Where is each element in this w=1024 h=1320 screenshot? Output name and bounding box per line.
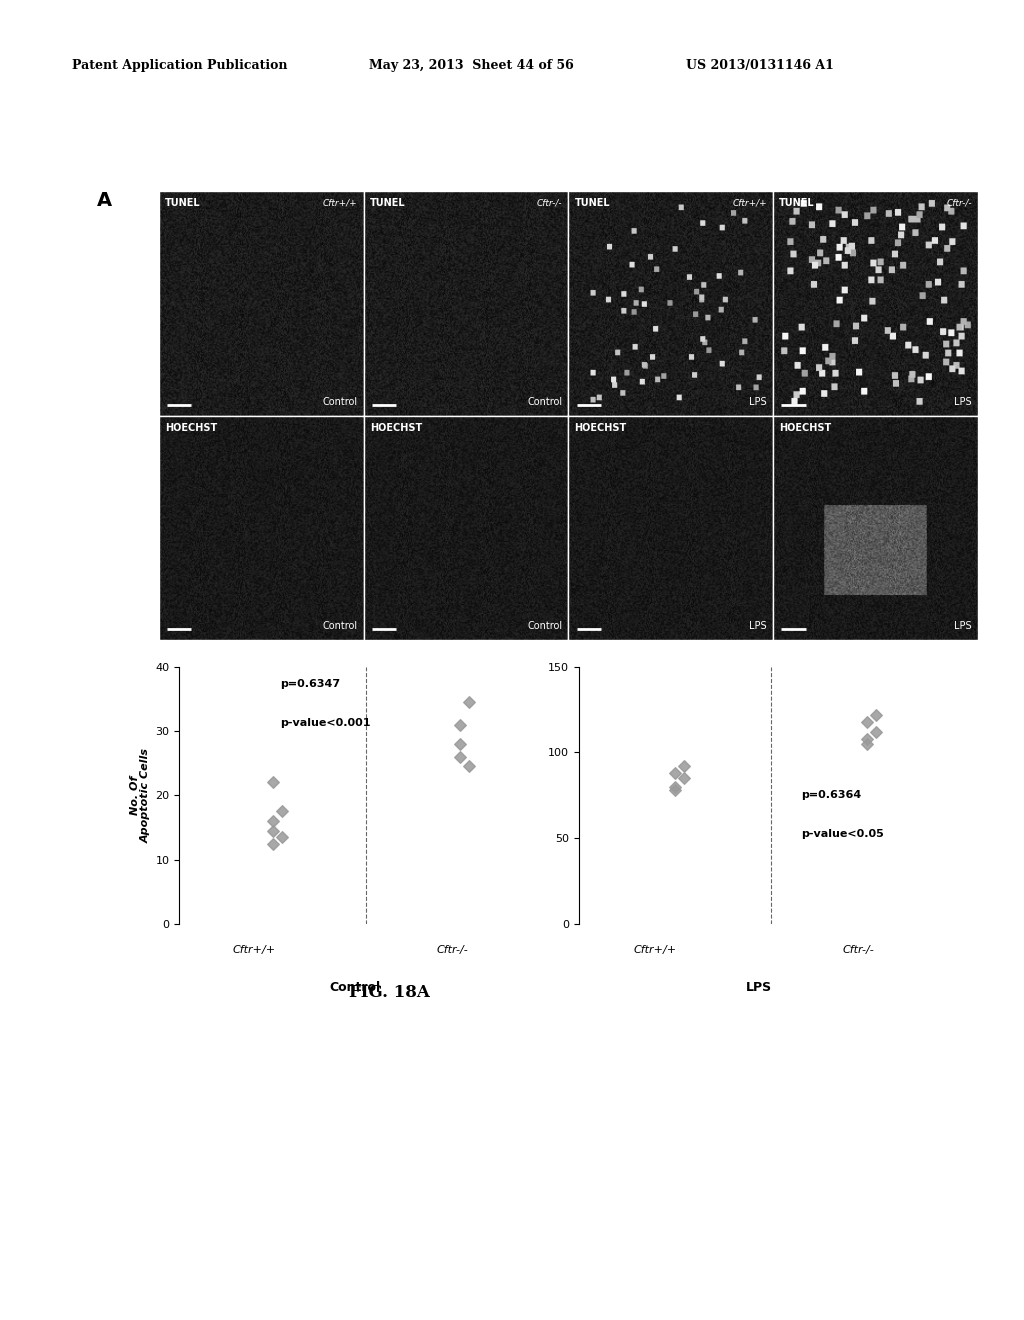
Point xyxy=(676,767,692,788)
Point xyxy=(264,820,281,841)
Text: TUNEL: TUNEL xyxy=(165,198,201,209)
Point xyxy=(667,780,683,801)
Point xyxy=(667,776,683,797)
Text: p=0.6347: p=0.6347 xyxy=(281,680,340,689)
Text: HOECHST: HOECHST xyxy=(165,422,217,433)
Text: May 23, 2013  Sheet 44 of 56: May 23, 2013 Sheet 44 of 56 xyxy=(369,59,573,73)
Point xyxy=(676,755,692,776)
Text: HOECHST: HOECHST xyxy=(779,422,831,433)
Text: LPS: LPS xyxy=(750,397,767,407)
Text: Control: Control xyxy=(323,397,357,407)
Text: LPS: LPS xyxy=(745,981,772,994)
Text: LPS: LPS xyxy=(954,397,972,407)
Point xyxy=(858,733,874,754)
Text: FIG. 18A: FIG. 18A xyxy=(349,983,429,1001)
Text: A: A xyxy=(97,191,113,210)
Text: p-value<0.05: p-value<0.05 xyxy=(801,829,884,838)
Point xyxy=(264,810,281,832)
Point xyxy=(264,772,281,793)
Text: Control: Control xyxy=(527,397,562,407)
Text: US 2013/0131146 A1: US 2013/0131146 A1 xyxy=(686,59,834,73)
Text: Control: Control xyxy=(330,981,381,994)
Point xyxy=(858,711,874,733)
Point xyxy=(868,721,885,742)
Text: p=0.6364: p=0.6364 xyxy=(801,791,861,800)
Point xyxy=(667,763,683,784)
Text: Cftr+/+: Cftr+/+ xyxy=(634,945,677,954)
Text: HOECHST: HOECHST xyxy=(370,422,422,433)
Point xyxy=(461,692,477,713)
Text: HOECHST: HOECHST xyxy=(574,422,627,433)
Point xyxy=(868,704,885,725)
Point xyxy=(461,756,477,777)
Text: Cftr+/+: Cftr+/+ xyxy=(323,198,357,207)
Text: TUNEL: TUNEL xyxy=(574,198,610,209)
Text: Cftr-/-: Cftr-/- xyxy=(537,198,562,207)
Point xyxy=(452,714,468,735)
Text: p-value<0.001: p-value<0.001 xyxy=(281,718,371,729)
Text: TUNEL: TUNEL xyxy=(370,198,406,209)
Point xyxy=(273,826,290,847)
Point xyxy=(452,734,468,755)
Text: Patent Application Publication: Patent Application Publication xyxy=(72,59,287,73)
Y-axis label: No. Of
Apoptotic Cells: No. Of Apoptotic Cells xyxy=(130,748,152,842)
Text: LPS: LPS xyxy=(954,622,972,631)
Text: Cftr+/+: Cftr+/+ xyxy=(732,198,767,207)
Text: TUNEL: TUNEL xyxy=(779,198,815,209)
Text: Cftr+/+: Cftr+/+ xyxy=(232,945,275,954)
Text: LPS: LPS xyxy=(750,622,767,631)
Text: Cftr-/-: Cftr-/- xyxy=(436,945,468,954)
Text: Control: Control xyxy=(323,622,357,631)
Text: Control: Control xyxy=(527,622,562,631)
Text: Cftr-/-: Cftr-/- xyxy=(843,945,874,954)
Point xyxy=(452,746,468,767)
Point xyxy=(264,833,281,854)
Text: Cftr-/-: Cftr-/- xyxy=(946,198,972,207)
Point xyxy=(273,801,290,822)
Point xyxy=(858,729,874,750)
